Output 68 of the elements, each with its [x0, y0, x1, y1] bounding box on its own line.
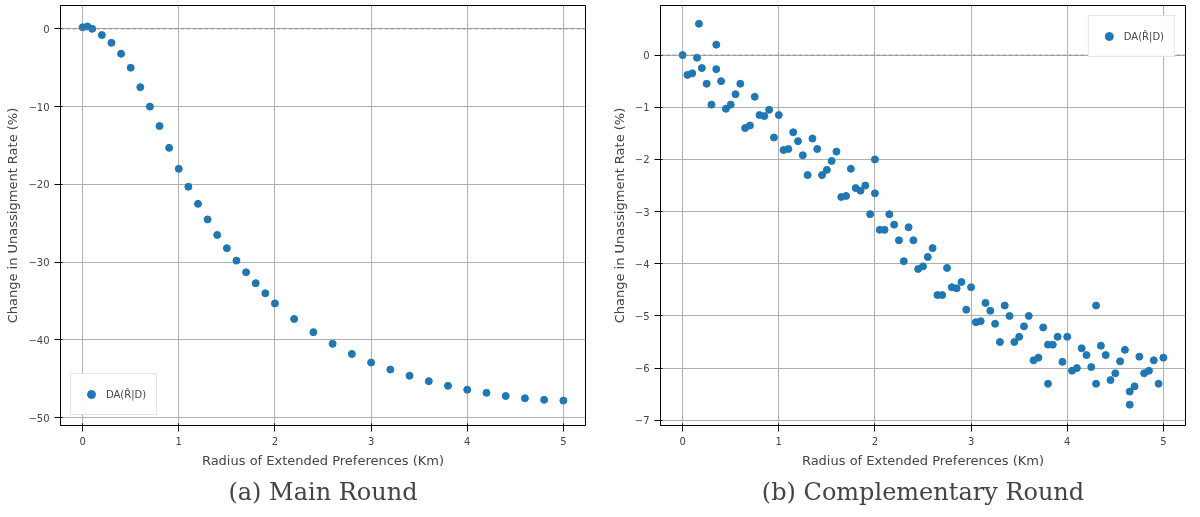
point [97, 31, 106, 40]
y-tick-label: 0 [643, 50, 650, 62]
y-tick-label: −50 [28, 412, 50, 424]
text: (a) Main Round [228, 477, 418, 506]
point [174, 164, 183, 173]
y-tick-label: −20 [28, 179, 50, 191]
y-tick-label: −4 [634, 258, 650, 270]
point [136, 83, 145, 92]
point [155, 122, 164, 131]
point [222, 244, 231, 253]
point [540, 395, 549, 404]
x-tick-label: 5 [560, 435, 567, 447]
point [501, 391, 510, 400]
y-tick-label: 0 [43, 23, 50, 35]
point [367, 358, 376, 367]
x-tick-label: 3 [967, 435, 975, 447]
point [117, 49, 126, 58]
point [184, 182, 193, 191]
point [242, 268, 251, 277]
x-axis-title: Radius of Extended Preferences (Km) [201, 452, 445, 468]
y-tick-label: −40 [28, 334, 50, 346]
point [232, 256, 241, 265]
x-axis-title: Radius of Extended Preferences (Km) [801, 452, 1045, 468]
point [251, 279, 260, 288]
legend-label: DA(R̂|D) [106, 388, 147, 400]
point [386, 365, 395, 374]
point [463, 385, 472, 394]
y-tick-label: −7 [634, 415, 650, 427]
point [194, 199, 202, 208]
point [309, 328, 318, 337]
point [290, 314, 299, 323]
point [145, 102, 154, 111]
y-tick-label: −1 [634, 102, 650, 114]
y-tick-label: −30 [28, 257, 50, 269]
point [444, 381, 452, 390]
text: (b) Complementary Round [761, 477, 1085, 506]
x-tick-label: 2 [271, 435, 279, 447]
y-axis-title: Change in Unassigment Rate (%) [611, 107, 627, 324]
point [520, 394, 529, 403]
point [126, 63, 135, 72]
y-tick-label: −2 [634, 154, 650, 166]
y-axis-title: Change in Unassigment Rate (%) [5, 107, 21, 324]
x-tick-label: 4 [1064, 435, 1071, 447]
point [270, 299, 279, 308]
x-tick-label: 1 [775, 435, 782, 447]
y-tick-label: −10 [28, 101, 50, 113]
y-tick-label: −6 [634, 363, 650, 375]
x-tick-label: 3 [367, 435, 375, 447]
point [165, 143, 174, 152]
x-tick-label: 1 [175, 435, 182, 447]
x-tick-label: 0 [79, 435, 86, 447]
point [424, 377, 433, 386]
point [328, 339, 337, 348]
point [213, 230, 222, 239]
point [482, 388, 491, 397]
point [347, 349, 356, 358]
x-tick-label: 0 [679, 435, 686, 447]
x-tick-label: 5 [1160, 435, 1167, 447]
point [559, 396, 568, 405]
x-tick-label: 4 [464, 435, 471, 447]
legend-label: DA(R̂|D) [1123, 30, 1164, 42]
point [203, 215, 212, 224]
y-tick-label: −3 [634, 206, 650, 218]
x-tick-label: 2 [871, 435, 879, 447]
point [261, 289, 270, 298]
y-tick-label: −5 [634, 310, 650, 322]
point [405, 371, 414, 380]
point [107, 38, 116, 47]
